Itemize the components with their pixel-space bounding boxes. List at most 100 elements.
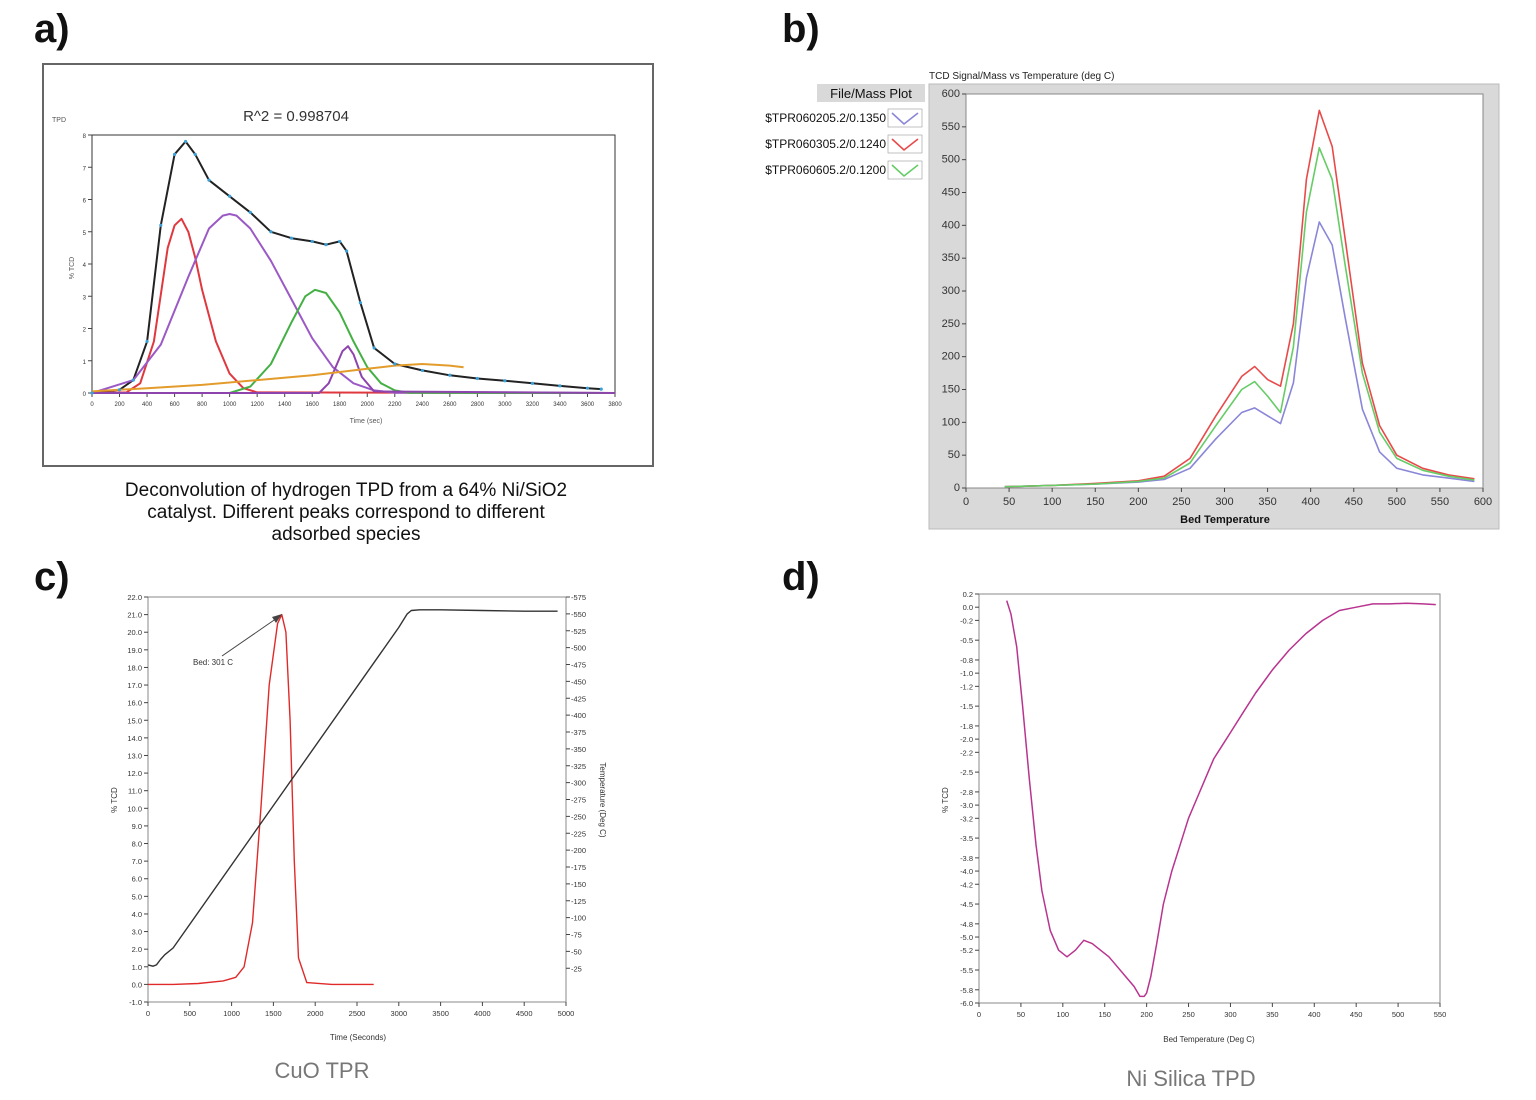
d-y-tick-label: -0.8 bbox=[960, 656, 973, 665]
b-x-tick-label: 250 bbox=[1172, 496, 1190, 508]
c-series-line-0 bbox=[148, 613, 374, 986]
b-series-line-2 bbox=[1004, 147, 1475, 488]
a-raw-data-point bbox=[207, 178, 211, 182]
panel-label-a: a) bbox=[34, 7, 70, 51]
c-y-tick-label: 6.0 bbox=[132, 875, 142, 884]
d-y-tick-label: -1.5 bbox=[960, 702, 973, 711]
panel-a-caption-line3: adsorbed species bbox=[272, 524, 421, 545]
d-x-tick-label: 400 bbox=[1308, 1010, 1321, 1019]
d-x-tick-label: 100 bbox=[1057, 1010, 1070, 1019]
c-x-tick-label: 3500 bbox=[432, 1009, 449, 1018]
b-y-tick-label: 600 bbox=[942, 88, 960, 100]
panel-a-frame bbox=[42, 63, 654, 467]
a-raw-data-point bbox=[172, 152, 177, 156]
panel-b-legend-header: File/Mass Plot bbox=[830, 86, 912, 101]
a-x-tick-label: 3400 bbox=[553, 402, 567, 408]
panel-b-legend-swatch bbox=[891, 112, 919, 126]
a-raw-data-point bbox=[269, 230, 273, 234]
d-y-tick-label: -5.0 bbox=[960, 933, 973, 942]
a-raw-data-point bbox=[448, 373, 452, 377]
a-x-tick-label: 1800 bbox=[333, 402, 347, 408]
d-y-tick-label: -3.2 bbox=[960, 814, 973, 823]
a-x-tick-label: 3800 bbox=[608, 402, 622, 408]
a-raw-data-point bbox=[558, 384, 562, 388]
a-y-tick-label: 7 bbox=[83, 166, 87, 172]
panel-b-legend-header-box bbox=[817, 84, 925, 102]
a-raw-data-point bbox=[310, 239, 314, 244]
b-x-tick-label: 450 bbox=[1345, 496, 1363, 508]
a-raw-data-point bbox=[159, 223, 163, 227]
d-x-tick-label: 50 bbox=[1017, 1010, 1025, 1019]
c-y2-tick-label: -250 bbox=[571, 812, 586, 821]
b-y-tick-label: 350 bbox=[942, 252, 960, 264]
a-y-tick-label: 0 bbox=[83, 392, 87, 398]
a-x-tick-label: 2200 bbox=[388, 402, 402, 408]
panel-b-legend-swatch-box bbox=[887, 108, 923, 128]
a-y-tick-label: 5 bbox=[83, 231, 87, 237]
a-raw-data-point bbox=[420, 368, 424, 373]
c-y-tick-label: 16.0 bbox=[127, 699, 142, 708]
a-series-line-1 bbox=[91, 217, 616, 394]
a-raw-data-point bbox=[338, 239, 342, 244]
a-y-tick-label: 2 bbox=[83, 328, 87, 334]
c-x-tick-label: 2000 bbox=[307, 1009, 324, 1018]
a-series-line-0 bbox=[91, 140, 602, 394]
panel-b-legend-swatch bbox=[891, 164, 919, 178]
c-y-tick-label: 5.0 bbox=[132, 892, 142, 901]
c-y2-tick-label: -400 bbox=[571, 711, 586, 720]
d-x-tick-label: 350 bbox=[1266, 1010, 1279, 1019]
c-y-tick-label: 1.0 bbox=[132, 963, 142, 972]
b-y-tick-label: 0 bbox=[954, 482, 960, 494]
c-y-tick-label: 19.0 bbox=[127, 646, 142, 655]
a-x-tick-label: 3600 bbox=[581, 402, 595, 408]
d-x-tick-label: 150 bbox=[1098, 1010, 1111, 1019]
c-y2-tick-label: -550 bbox=[571, 610, 586, 619]
b-x-tick-label: 200 bbox=[1129, 496, 1147, 508]
d-y-tick-label: -5.2 bbox=[960, 946, 973, 955]
b-x-tick-label: 400 bbox=[1301, 496, 1319, 508]
c-y-tick-label: 22.0 bbox=[127, 593, 142, 602]
c-y-tick-label: 0.0 bbox=[132, 980, 142, 989]
c-y2-tick-label: -525 bbox=[571, 627, 586, 636]
b-x-tick-label: 550 bbox=[1431, 496, 1449, 508]
panel-label-d: d) bbox=[782, 555, 820, 599]
c-y2-tick-label: -300 bbox=[571, 779, 586, 788]
c-y-tick-label: 21.0 bbox=[127, 611, 142, 620]
c-y-tick-label: 2.0 bbox=[132, 945, 142, 954]
c-y-tick-label: 10.0 bbox=[127, 804, 142, 813]
a-raw-data-point bbox=[289, 236, 294, 240]
b-x-tick-label: 150 bbox=[1086, 496, 1104, 508]
a-raw-data-point bbox=[475, 376, 479, 381]
b-x-tick-label: 100 bbox=[1043, 496, 1061, 508]
b-y-tick-label: 250 bbox=[942, 318, 960, 330]
panel-d-xlabel: Bed Temperature (Deg C) bbox=[1163, 1035, 1255, 1044]
c-x-tick-label: 2500 bbox=[349, 1009, 366, 1018]
b-x-tick-label: 300 bbox=[1215, 496, 1233, 508]
b-y-tick-label: 550 bbox=[942, 121, 960, 133]
c-series-line-1 bbox=[147, 609, 558, 967]
c-y2-tick-label: -150 bbox=[571, 880, 586, 889]
c-y2-tick-label: -350 bbox=[571, 745, 586, 754]
panel-label-c: c) bbox=[34, 555, 70, 599]
panel-b: TCD Signal/Mass vs Temperature (deg C) F… bbox=[765, 71, 1500, 530]
c-y-tick-label: 4.0 bbox=[132, 910, 142, 919]
d-x-tick-label: 200 bbox=[1140, 1010, 1153, 1019]
a-series-line-3 bbox=[92, 288, 616, 394]
b-y-tick-label: 150 bbox=[942, 384, 960, 396]
c-y-tick-label: 17.0 bbox=[127, 681, 142, 690]
panel-d-plot-frame bbox=[978, 593, 1441, 1004]
b-x-tick-label: 50 bbox=[1003, 496, 1015, 508]
a-raw-data-point bbox=[585, 386, 590, 390]
a-series-line-2 bbox=[91, 213, 616, 394]
panel-b-legend-swatch-box bbox=[887, 134, 923, 154]
a-x-tick-label: 200 bbox=[115, 402, 126, 408]
panel-b-title: TCD Signal/Mass vs Temperature (deg C) bbox=[929, 71, 1114, 82]
panel-c-annotation-arrowhead bbox=[272, 614, 282, 623]
d-y-tick-label: -4.0 bbox=[960, 867, 973, 876]
d-y-tick-label: -0.2 bbox=[960, 616, 973, 625]
c-x-tick-label: 0 bbox=[146, 1009, 150, 1018]
panel-a-caption-line2: catalyst. Different peaks correspond to … bbox=[147, 502, 545, 523]
d-y-tick-label: -3.0 bbox=[960, 801, 973, 810]
d-y-tick-label: -1.8 bbox=[960, 722, 973, 731]
